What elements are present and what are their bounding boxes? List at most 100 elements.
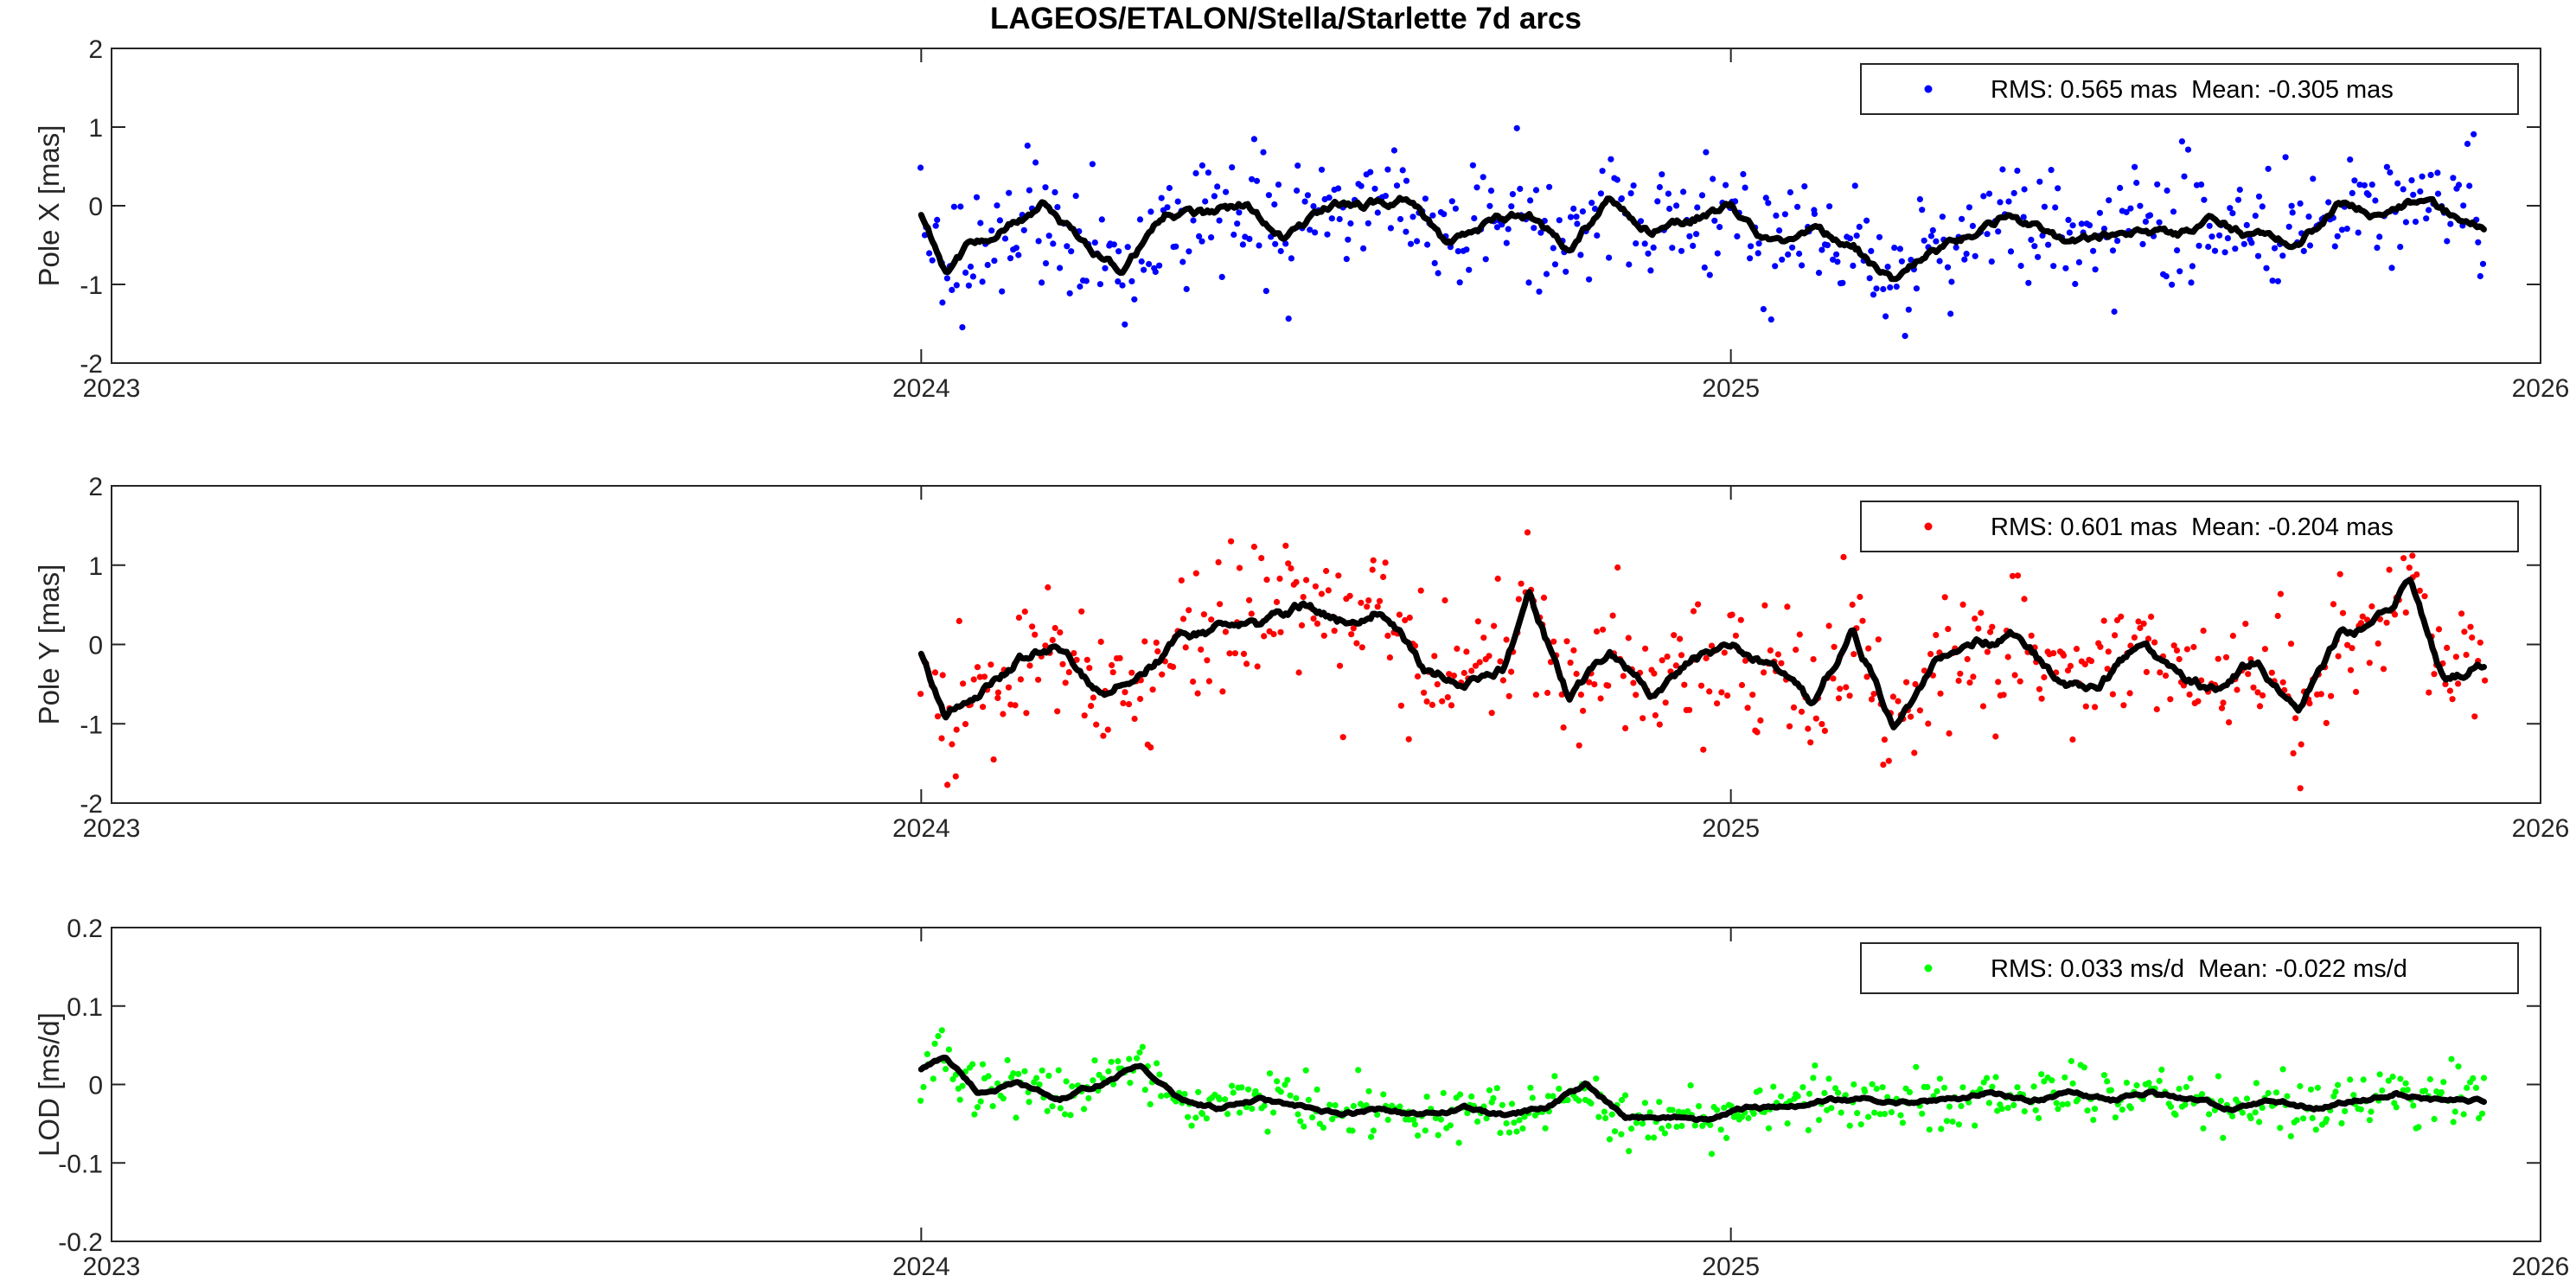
data-point <box>1343 256 1350 263</box>
legend-text: RMS: 0.565 mas Mean: -0.305 mas <box>1991 76 2394 104</box>
y-tick-label: -0.1 <box>58 1150 103 1178</box>
data-point <box>1499 1101 1505 1108</box>
data-point <box>2038 695 2045 702</box>
data-point <box>1402 616 1409 624</box>
data-point <box>1687 1082 1694 1089</box>
data-point <box>1622 724 1629 732</box>
data-point <box>1182 644 1189 651</box>
data-point <box>1888 1109 1895 1116</box>
data-point <box>2123 208 2130 216</box>
data-point <box>1851 182 1858 189</box>
data-point <box>1576 742 1582 749</box>
data-point <box>1781 211 1788 218</box>
data-point <box>2289 209 2296 216</box>
data-point <box>2426 1075 2433 1083</box>
data-point <box>1390 147 1397 154</box>
data-point <box>1815 270 1823 277</box>
data-point <box>2025 279 2032 286</box>
data-point <box>1966 679 1973 686</box>
data-point <box>1703 654 1710 662</box>
data-point <box>1772 263 1779 270</box>
data-point <box>1830 675 1837 682</box>
data-point <box>1946 730 1953 737</box>
data-point <box>1599 168 1606 175</box>
data-point <box>2215 655 2221 662</box>
data-point <box>1264 1128 1271 1135</box>
data-point <box>2039 232 2046 239</box>
data-point <box>2461 628 2468 635</box>
data-point <box>1678 1122 1685 1130</box>
data-point <box>1805 725 1812 732</box>
data-point <box>1042 184 1049 191</box>
data-point <box>1641 240 1648 247</box>
data-point <box>943 275 950 282</box>
data-point <box>1933 238 1940 245</box>
data-point <box>2467 623 2474 630</box>
data-point <box>2368 1108 2375 1115</box>
data-point <box>1732 632 1739 639</box>
data-point <box>1513 124 1520 131</box>
data-point <box>1984 648 1991 655</box>
data-point <box>2038 1071 2045 1078</box>
data-point <box>1673 202 1680 209</box>
data-point <box>1298 622 1306 629</box>
data-point <box>1706 271 1713 278</box>
data-point <box>1149 686 1156 693</box>
data-point <box>2242 621 2249 628</box>
data-point <box>1463 648 1470 655</box>
data-point <box>1057 629 1064 636</box>
data-point <box>1673 1123 1680 1131</box>
data-point <box>1659 171 1665 178</box>
data-point <box>1519 1125 1526 1132</box>
data-point <box>1441 211 1448 218</box>
data-point <box>1021 608 1028 615</box>
data-point <box>2196 242 2202 249</box>
data-point <box>2200 628 2207 635</box>
data-point <box>2106 197 2113 204</box>
data-point <box>1651 1134 1658 1141</box>
data-point <box>1365 1087 1372 1094</box>
data-point <box>1767 647 1774 654</box>
data-point <box>1811 210 1818 217</box>
data-point <box>1417 587 1424 594</box>
legend-marker <box>1924 85 1933 93</box>
data-point <box>1261 1102 1268 1109</box>
data-point <box>1550 1093 1556 1100</box>
data-point <box>1645 250 1652 257</box>
data-point <box>2232 246 2239 252</box>
data-point <box>1115 278 1122 285</box>
data-point <box>1246 596 1253 603</box>
data-point <box>2066 229 2073 236</box>
data-point <box>1384 1116 1391 1123</box>
data-point <box>2397 1075 2404 1082</box>
data-point <box>1706 688 1713 695</box>
data-point <box>2156 219 2163 226</box>
data-point <box>1326 1101 1333 1108</box>
data-point <box>1380 573 1387 581</box>
data-point <box>1979 703 1987 710</box>
data-point <box>2074 1096 2081 1103</box>
data-point <box>1312 583 1319 590</box>
data-point <box>1246 235 1253 242</box>
data-point <box>1662 699 1669 706</box>
data-point <box>2297 1082 2304 1090</box>
data-point <box>1001 235 1009 242</box>
data-point <box>1131 715 1138 723</box>
data-point <box>1431 259 1438 266</box>
data-point <box>1486 653 1493 660</box>
data-point <box>1318 590 1325 597</box>
data-point <box>1431 653 1438 660</box>
data-point <box>1916 195 1923 203</box>
data-point <box>949 1075 956 1082</box>
data-point <box>1013 1114 1020 1121</box>
data-point <box>1857 593 1863 601</box>
data-point <box>1472 662 1480 669</box>
data-point <box>2328 692 2335 699</box>
data-point <box>1972 252 1978 259</box>
data-point <box>2186 691 2193 698</box>
data-point <box>1301 1123 1307 1130</box>
data-point <box>1270 631 1277 638</box>
data-point <box>1368 1133 1375 1140</box>
data-point <box>2353 688 2360 696</box>
subplot-pole-y: -2 -1 0 1 2 2023 2024 2025 2026 Pole Y [mas] RMS: … <box>33 473 2569 843</box>
